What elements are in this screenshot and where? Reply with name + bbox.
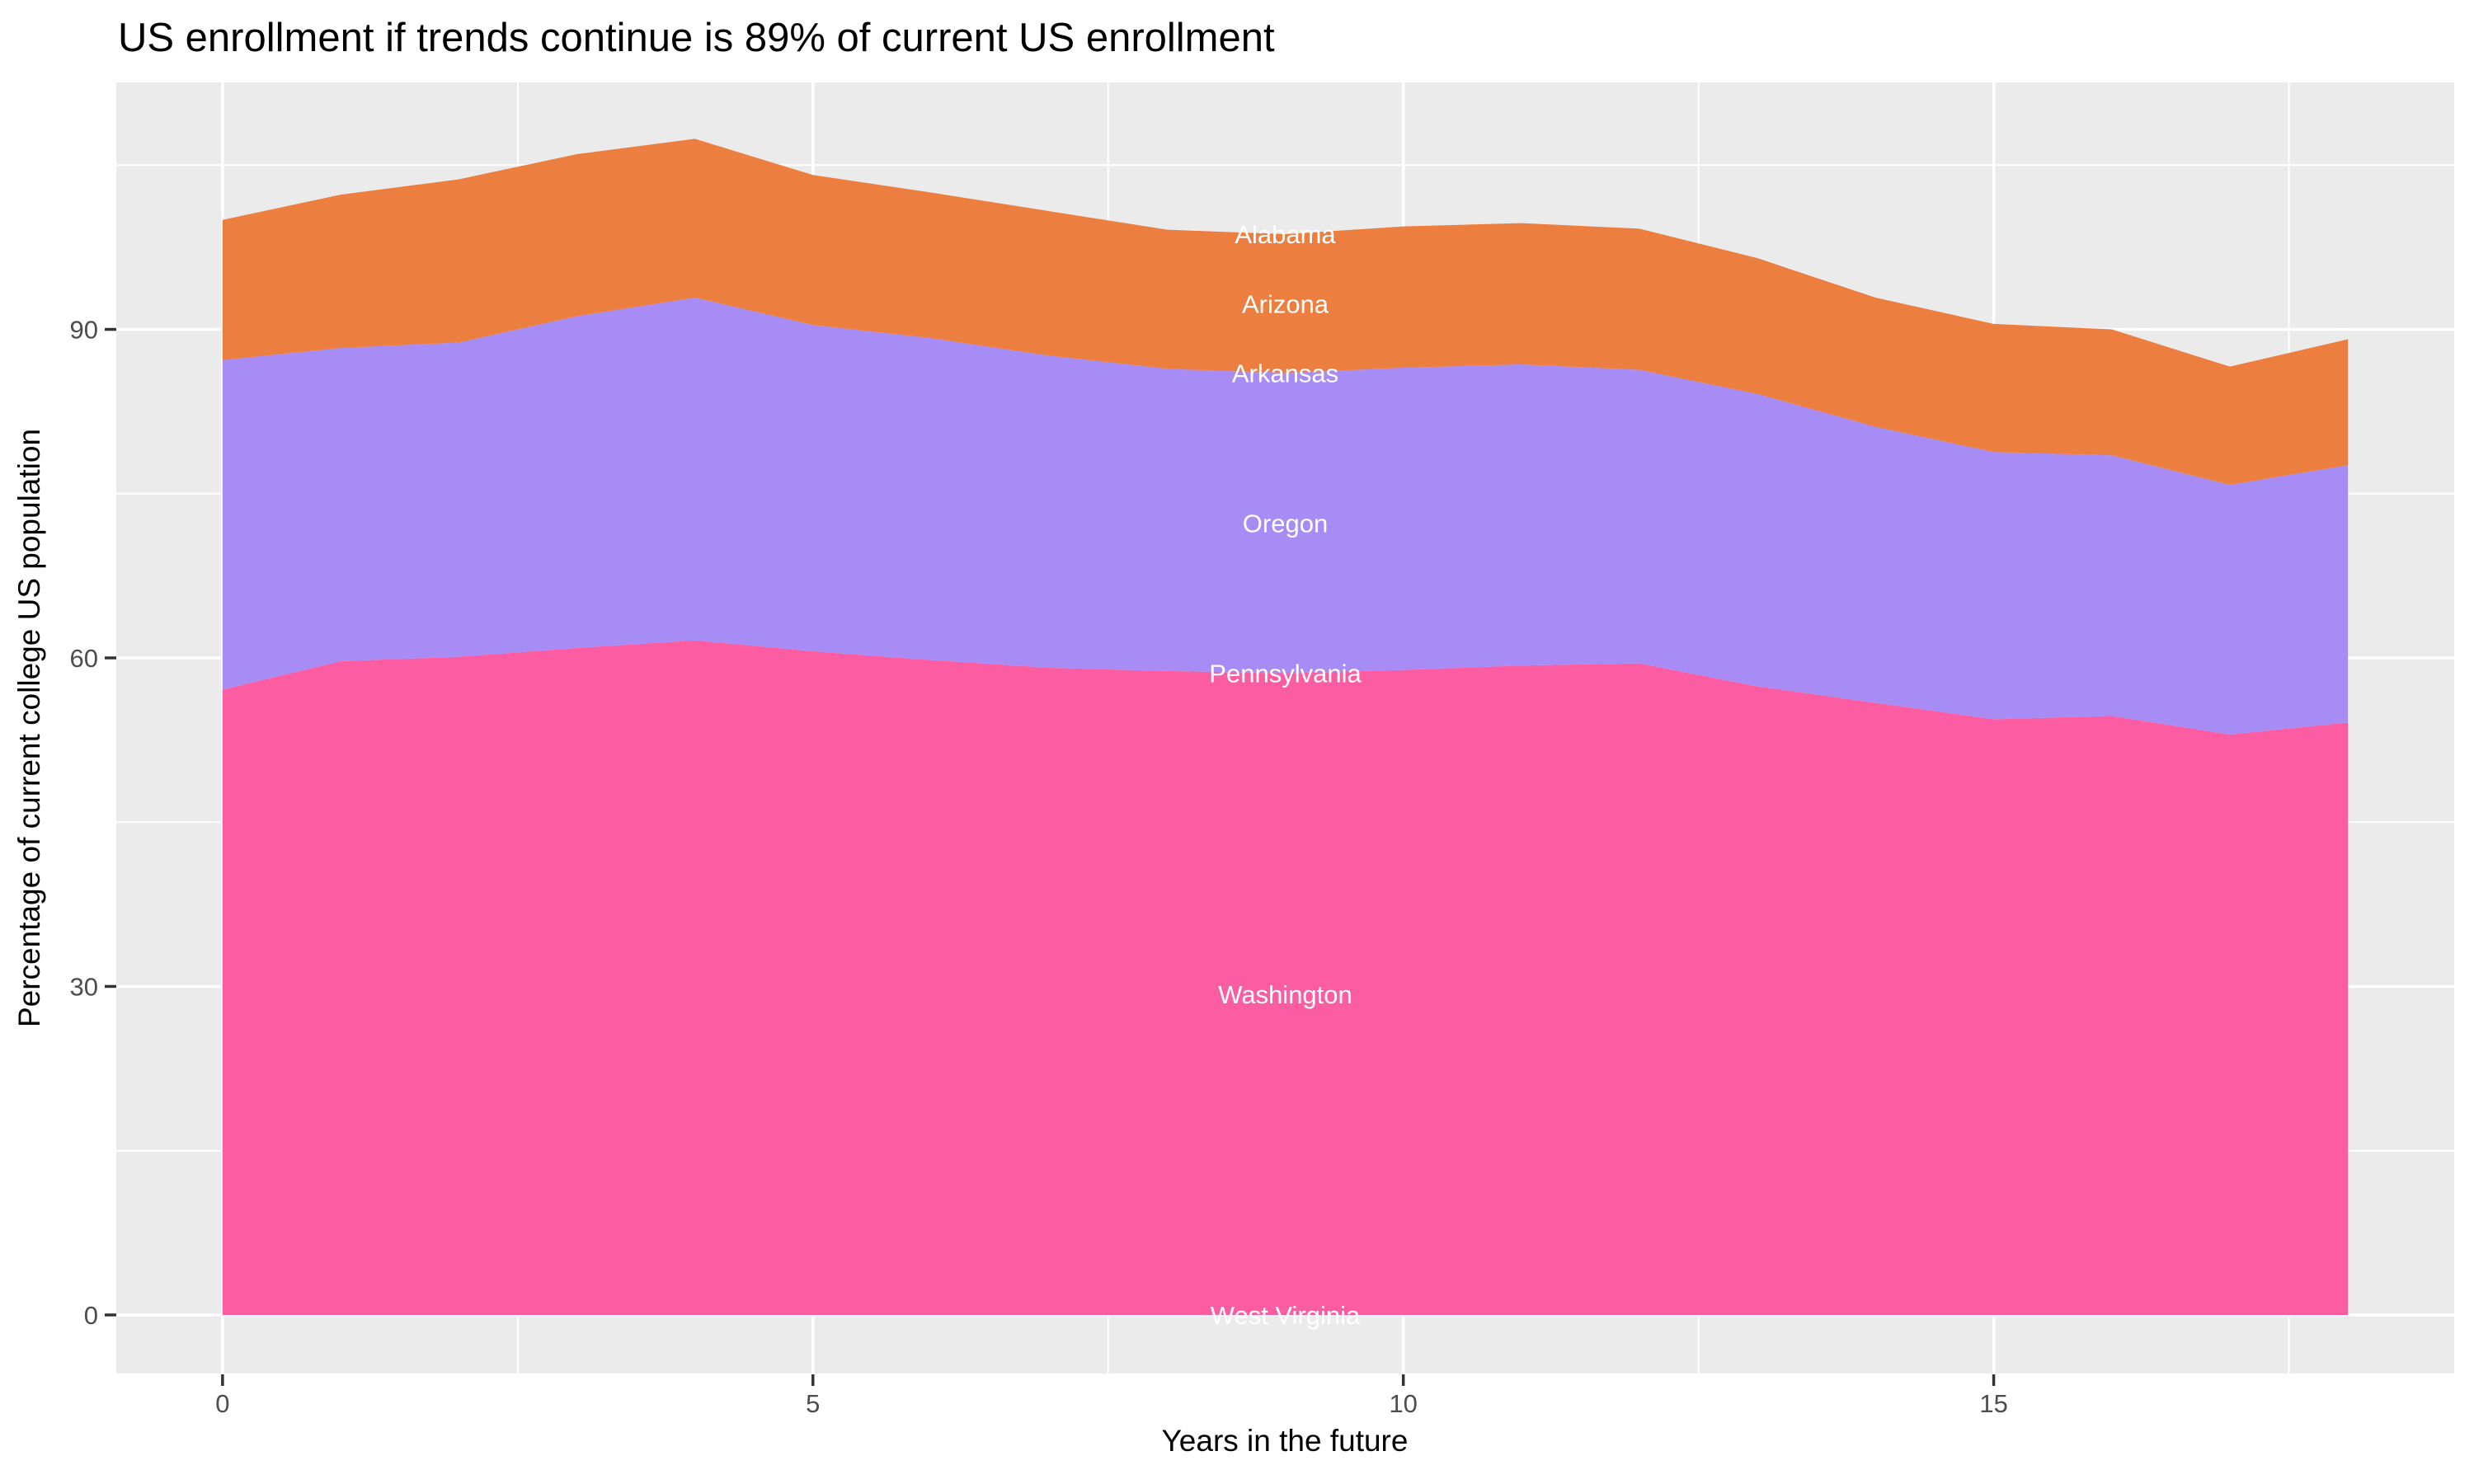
- state-label-pennsylvania: Pennsylvania: [1209, 660, 1362, 688]
- state-label-alabama: Alabama: [1235, 220, 1336, 249]
- y-tick-label: 60: [70, 644, 98, 673]
- x-tick-label: 15: [1979, 1389, 2007, 1418]
- area-arizona: [222, 139, 2349, 486]
- y-tick-label: 90: [70, 316, 98, 345]
- state-label-arizona: Arizona: [1242, 289, 1329, 318]
- y-axis-title: Percentage of current college US populat…: [12, 429, 46, 1027]
- area-oregon: [222, 298, 2349, 735]
- x-tick-label: 10: [1389, 1389, 1417, 1418]
- area-washington: [222, 640, 2349, 1315]
- y-tick-label: 0: [84, 1301, 98, 1330]
- state-label-arkansas: Arkansas: [1232, 359, 1338, 388]
- x-tick-label: 5: [806, 1389, 820, 1418]
- x-tick-label: 0: [215, 1389, 229, 1418]
- plot-generated-layers: 0 30 60 90 0 5 10 15 West Virginia Washington Penn…: [70, 82, 2454, 1418]
- chart-title: US enrollment if trends continue is 89% …: [118, 16, 1275, 60]
- y-tick-label: 30: [70, 972, 98, 1001]
- x-axis-title: Years in the future: [1162, 1424, 1409, 1458]
- state-label-oregon: Oregon: [1243, 510, 1328, 538]
- state-label-washington: Washington: [1218, 980, 1352, 1009]
- state-label-west-virginia: West Virginia: [1211, 1301, 1361, 1330]
